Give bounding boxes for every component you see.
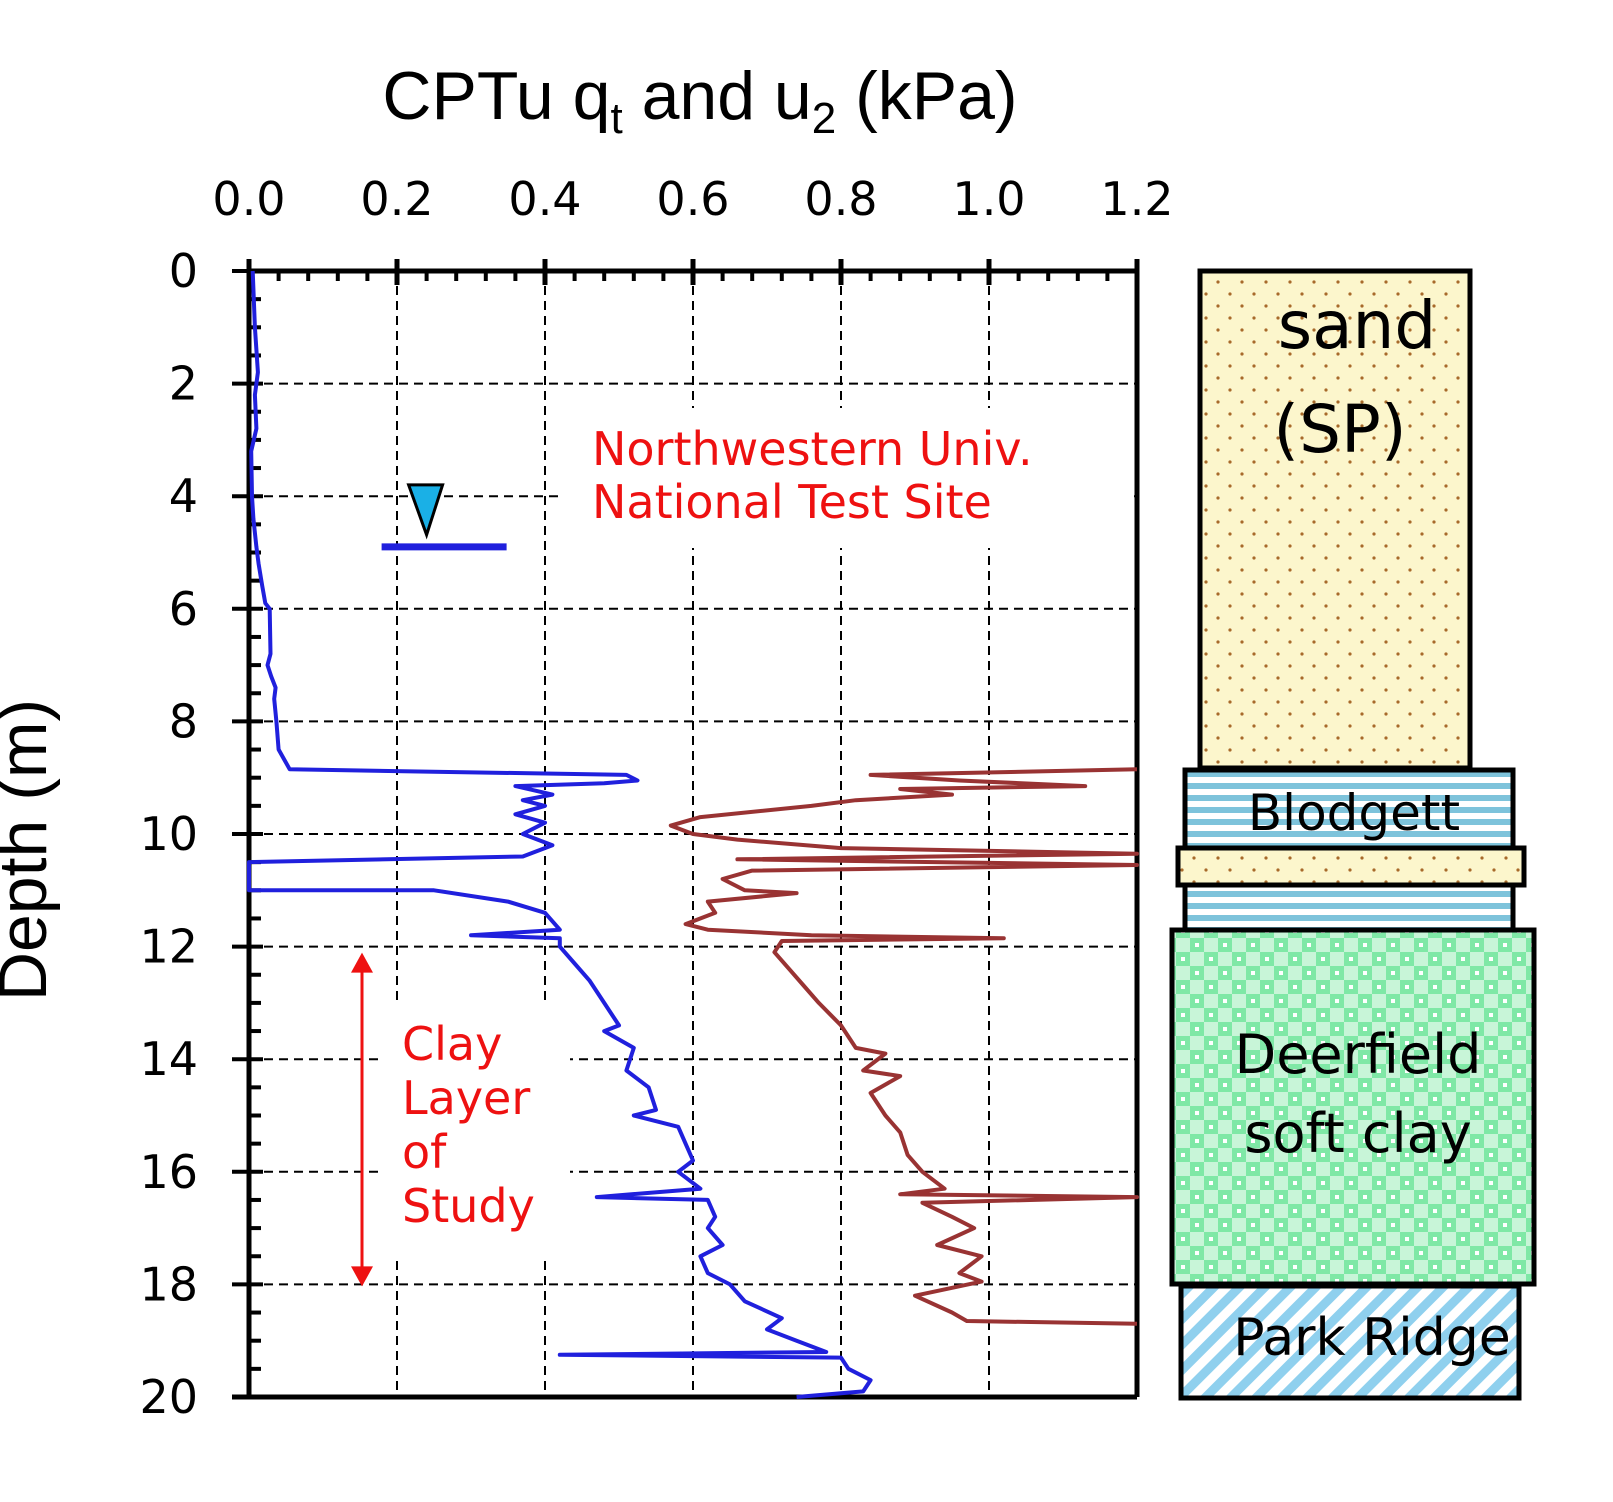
y-tick-label: 2	[169, 357, 198, 411]
soil-layer-box	[1175, 845, 1527, 888]
y-tick-label: 20	[139, 1370, 198, 1424]
y-tick-label: 14	[139, 1032, 198, 1086]
x-tick-label: 0.2	[360, 172, 433, 226]
grid	[249, 271, 1137, 1397]
site-annotation-line: Northwestern Univ.	[592, 422, 1033, 476]
title-mid: and u	[623, 58, 812, 134]
soil-column: sand (SP) Blodgett Deerfield soft clay Park R…	[1169, 268, 1537, 1401]
x-tick-label: 1.2	[1100, 172, 1173, 226]
clay-annotation-line: of	[402, 1125, 448, 1179]
tick-labels: 0.0 0.2 0.4 0.6 0.8 1.0 1.2 0 2 4 6 8 10 12 14 16 18 20	[139, 172, 1173, 1424]
x-tick-label: 0.4	[508, 172, 581, 226]
arrow-head-down	[351, 1266, 373, 1287]
site-annotation-line: National Test Site	[592, 475, 992, 529]
title-main: CPTu q	[382, 58, 610, 134]
series-line-2	[668, 767, 1139, 1326]
x-tick-label: 0.6	[656, 172, 729, 226]
series-line-1	[247, 270, 873, 1399]
arrow-head-up	[351, 952, 373, 973]
y-tick-label: 18	[139, 1257, 198, 1311]
y-tick-label: 10	[139, 807, 198, 861]
y-tick-label: 4	[169, 469, 198, 523]
clay-annotation-line: Clay	[402, 1017, 502, 1071]
x-tick-label: 0.0	[212, 172, 285, 226]
soil-layer-label: (SP)	[1273, 391, 1406, 468]
title-end: (kPa)	[836, 58, 1017, 134]
annotation-bg	[380, 1000, 570, 1255]
clay-annotation-line: Layer	[402, 1071, 530, 1125]
y-tick-label: 6	[169, 582, 198, 636]
soil-layer-box	[1178, 1283, 1522, 1401]
x-tick-label: 0.8	[804, 172, 877, 226]
water-table-icon	[406, 483, 445, 540]
y-tick-label: 16	[139, 1145, 198, 1199]
soil-layer-label: Blodgett	[1248, 784, 1460, 842]
clay-annotation-line: Study	[402, 1179, 535, 1233]
soil-layer-label: sand	[1278, 287, 1437, 364]
y-tick-label: 8	[169, 694, 198, 748]
annotations: Northwestern Univ.National Test Site Clay…	[351, 422, 1033, 1287]
soil-layer-box	[1169, 927, 1537, 1287]
chart-title: CPTu qt and u2 (kPa)	[382, 58, 1017, 143]
y-tick-label: 0	[169, 244, 198, 298]
y-axis-label: Depth (m)	[0, 699, 61, 1001]
title-sub-2: 2	[812, 94, 836, 143]
title-sub-t: t	[610, 94, 622, 143]
soil-layer-label: soft clay	[1244, 1102, 1471, 1165]
x-tick-label: 1.0	[952, 172, 1025, 226]
y-tick-label: 12	[139, 920, 198, 974]
annotation-bg	[560, 408, 1128, 548]
soil-layer-label: Park Ridge	[1233, 1308, 1511, 1368]
soil-layer-label: Deerfield	[1235, 1023, 1482, 1086]
series-group	[247, 270, 1139, 1399]
